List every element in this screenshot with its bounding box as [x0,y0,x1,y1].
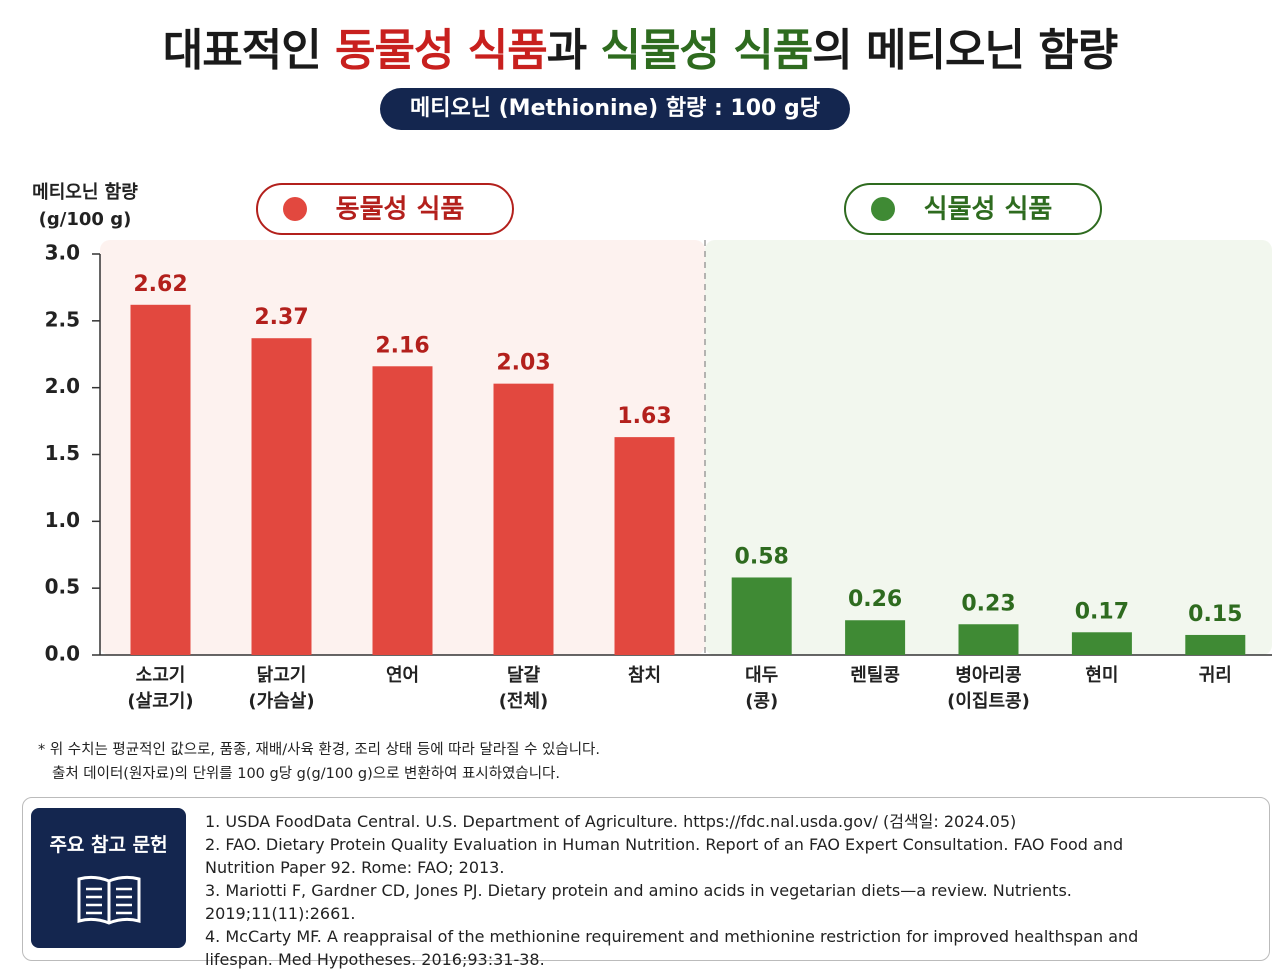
value-label: 2.16 [375,333,429,358]
x-tick-label: 연어 [386,665,419,686]
group-label: 식물성 식품 [924,195,1053,225]
reference: 4. McCarty MF. A reappraisal of the meth… [205,927,1139,969]
x-tick-label: 귀리 [1199,665,1232,686]
x-tick-note: (이집트콩) [947,691,1030,712]
references-header: 주요 참고 문헌 [31,808,186,948]
bar [731,577,792,655]
y-tick-label: 2.5 [45,307,80,331]
title-part: 과 [546,25,601,76]
y-tick-label: 1.0 [45,508,80,532]
x-tick-note: (전체) [499,691,549,712]
title: 대표적인 동물성 식품과 식물성 식품의 메티오닌 함량 [0,14,1280,78]
y-tick-label: 3.0 [45,241,80,265]
group-badge [844,183,1102,235]
x-tick-note: (살코기) [127,691,193,712]
bar [1071,632,1132,655]
footnote-line: * 위 수치는 평균적인 값으로, 품종, 재배/사육 환경, 조리 상태 등에… [38,742,600,758]
group-label: 동물성 식품 [336,195,465,225]
reference: 1. USDA FoodData Central. U.S. Departmen… [205,812,1017,831]
x-tick-label: 참치 [628,665,661,686]
y-tick-label: 0.5 [45,575,80,599]
x-tick-label: 대두 [745,665,778,686]
y-tick-label: 2.0 [45,374,80,398]
bar [958,624,1019,655]
value-label: 0.58 [735,544,789,569]
y-axis-label: (g/100 g) [39,209,132,230]
footnote-line: 출처 데이터(원자료)의 단위를 100 g당 g(g/100 g)으로 변환하… [52,766,561,782]
x-tick-label: 병아리콩 [955,665,1021,686]
bar [1185,634,1246,655]
value-label: 0.26 [848,587,902,612]
book-icon [77,875,140,925]
value-label: 2.03 [496,351,550,376]
x-tick-note: (가슴살) [248,691,314,712]
group-icon [871,197,895,221]
value-label: 2.62 [133,272,187,297]
value-label: 0.17 [1075,599,1129,624]
bar [493,383,554,655]
group-badge [256,183,514,235]
x-tick-label: 소고기 [136,665,186,686]
y-tick-label: 0.0 [45,642,80,666]
value-label: 0.23 [961,591,1015,616]
x-tick-note: (콩) [745,691,778,712]
bar [130,304,191,655]
y-axis-label: 메티오닌 함량 [32,181,138,203]
reference: 3. Mariotti F, Gardner CD, Jones PJ. Die… [205,881,1072,923]
bar [372,366,433,655]
value-label: 2.37 [254,305,308,330]
references-box: 주요 참고 문헌 1. USDA FoodData Central. U.S. … [22,797,1270,969]
x-tick-label: 닭고기 [257,665,307,686]
bar [614,437,675,655]
title-part: 동물성 식품 [335,25,548,76]
group-icon [283,197,307,221]
x-tick-label: 렌틸콩 [850,665,900,686]
y-tick-label: 1.5 [45,441,80,465]
value-label: 1.63 [617,404,671,429]
title-part: 식물성 식품 [600,25,814,76]
bar [251,338,312,655]
references-title: 주요 참고 문헌 [49,834,168,856]
bar [845,620,906,655]
x-tick-label: 달걀 [507,664,541,686]
title-part: 의 메티오닌 함량 [812,25,1118,76]
reference: 2. FAO. Dietary Protein Quality Evaluati… [205,835,1124,877]
subtitle: 메티오닌 (Methionine) 함량 : 100 g당 [380,88,850,130]
value-label: 0.15 [1188,602,1242,627]
title-part: 대표적인 [162,25,335,76]
footnote: * 위 수치는 평균적인 값으로, 품종, 재배/사육 환경, 조리 상태 등에… [38,738,600,786]
references-list: 1. USDA FoodData Central. U.S. Departmen… [205,810,1185,971]
panel-background [705,240,1272,655]
chart: 메티오닌 함량 (g/100 g) 0.0 0.5 1.0 1.5 2.0 2.5 3.0 동물성… [32,181,1272,712]
x-tick-label: 현미 [1085,665,1118,686]
